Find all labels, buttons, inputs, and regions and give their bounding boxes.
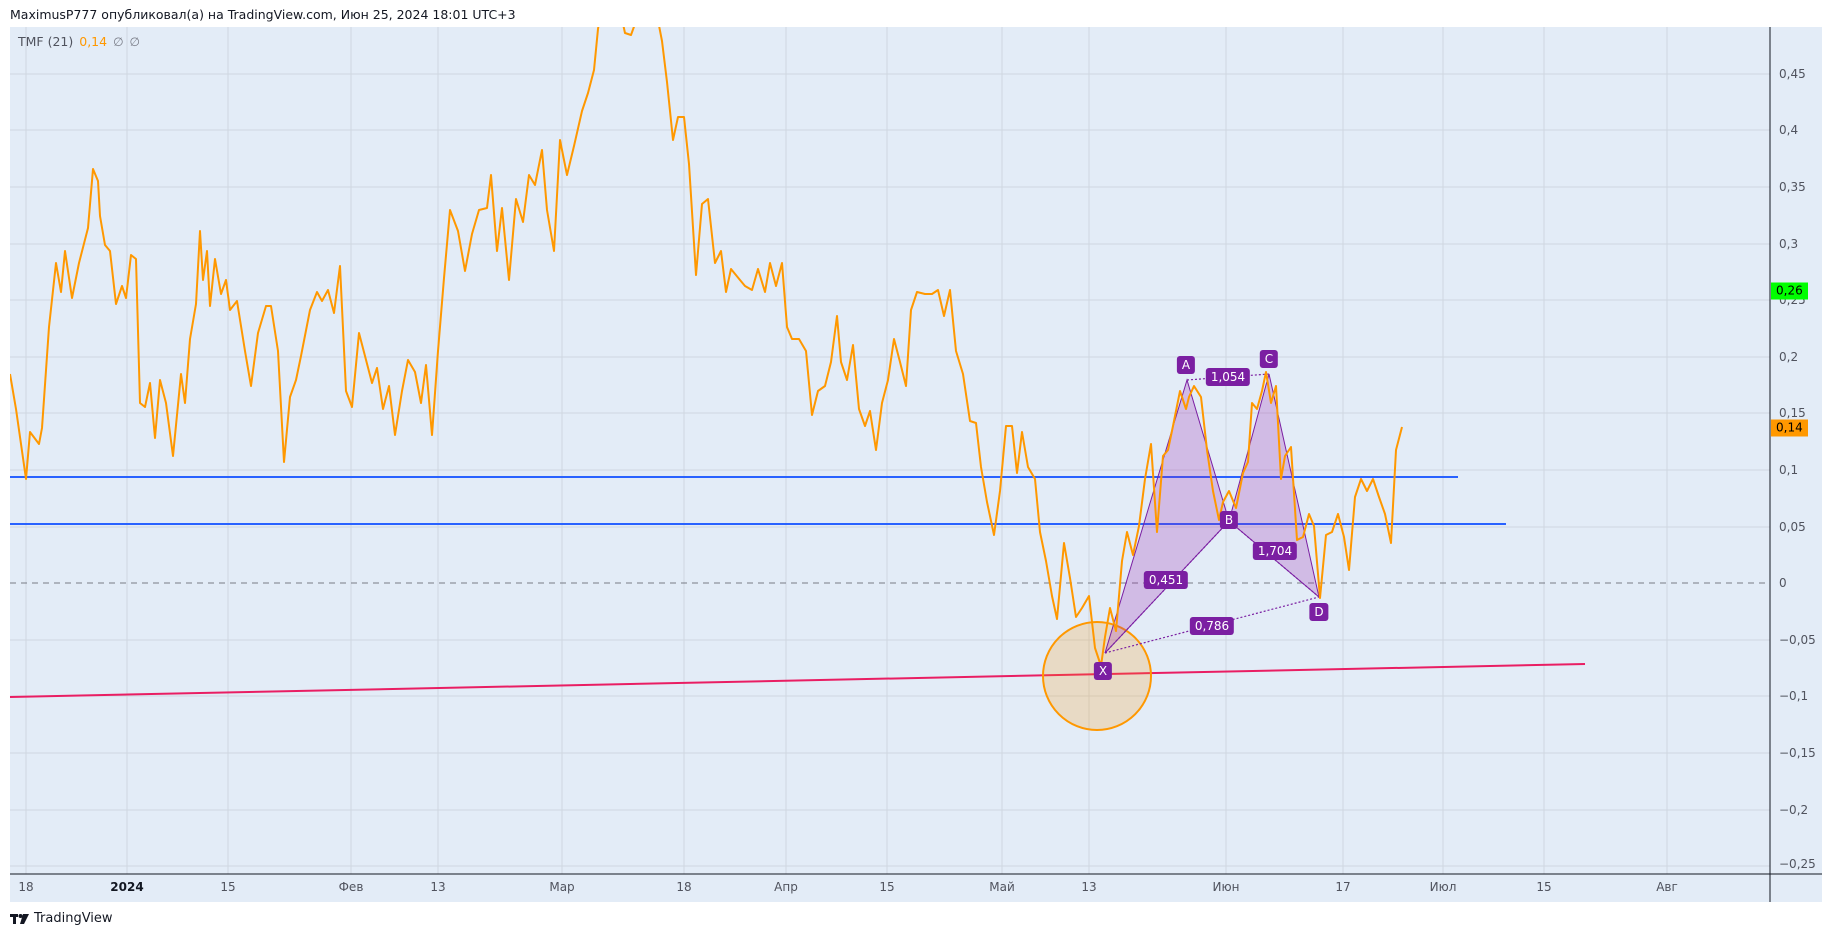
chart-pane[interactable]: [10, 27, 1822, 902]
x-tick: 18: [676, 880, 692, 894]
tmf-line[interactable]: [10, 5, 1403, 667]
y-tick: 0,3: [1779, 237, 1799, 251]
x-tick: Мар: [549, 880, 575, 894]
y-tick: 0,05: [1779, 520, 1806, 534]
publish-info: MaximusP777 опубликовал(а) на TradingVie…: [10, 7, 516, 22]
y-tick: −0,1: [1779, 689, 1809, 703]
pattern-point-x[interactable]: X: [1093, 662, 1113, 680]
pattern-point-b[interactable]: B: [1219, 511, 1239, 529]
v-grid: [25, 27, 1668, 874]
x-tick: 17: [1335, 880, 1351, 894]
x-tick: 13: [430, 880, 446, 894]
price-badge-high: 0,26: [1771, 282, 1808, 300]
x-tick: Авг: [1656, 880, 1678, 894]
pattern-point-d[interactable]: D: [1309, 603, 1329, 621]
y-tick: −0,05: [1779, 633, 1816, 647]
y-tick: −0,25: [1779, 857, 1816, 871]
empty-set-icon[interactable]: ∅: [129, 34, 140, 49]
x-tick: 18: [18, 880, 34, 894]
indicator-value: 0,14: [79, 34, 108, 49]
y-tick: 0: [1779, 576, 1787, 590]
y-tick: 0,45: [1779, 67, 1806, 81]
tradingview-logo[interactable]: TradingView: [10, 911, 113, 926]
y-tick: 0,2: [1779, 350, 1799, 364]
pattern-point-c[interactable]: C: [1259, 350, 1279, 368]
y-tick: 0,35: [1779, 180, 1806, 194]
harmonic-pattern[interactable]: [1104, 373, 1320, 654]
x-tick: 15: [879, 880, 895, 894]
ratio-xb: 0,451: [1143, 571, 1189, 589]
x-tick: 13: [1081, 880, 1097, 894]
y-tick: 0,15: [1779, 406, 1806, 420]
y-tick: −0,2: [1779, 803, 1809, 817]
x-tick: Май: [989, 880, 1015, 894]
x-tick: 15: [220, 880, 236, 894]
y-tick: 0,1: [1779, 463, 1799, 477]
pattern-point-a[interactable]: A: [1176, 356, 1196, 374]
y-tick: −0,15: [1779, 746, 1816, 760]
h-grid: [10, 73, 1770, 867]
x-tick: 2024: [110, 880, 144, 894]
y-tick: 0,4: [1779, 123, 1799, 137]
x-tick: Фев: [338, 880, 364, 894]
empty-set-icon[interactable]: ∅: [113, 34, 124, 49]
x-tick: Июл: [1429, 880, 1457, 894]
ratio-xd: 0,786: [1189, 617, 1235, 635]
ratio-ac: 1,054: [1205, 368, 1251, 386]
brand-name: TradingView: [34, 911, 113, 926]
indicator-legend[interactable]: TMF (21) 0,14 ∅ ∅: [18, 34, 140, 49]
price-badge-last: 0,14: [1771, 419, 1808, 437]
trend-line[interactable]: [9, 663, 1586, 698]
ratio-bd: 1,704: [1252, 542, 1298, 560]
indicator-name: TMF (21): [18, 34, 74, 49]
x-tick: 15: [1536, 880, 1552, 894]
tradingview-logo-icon: [10, 913, 29, 924]
x-tick: Апр: [774, 880, 798, 894]
x-tick: Июн: [1212, 880, 1240, 894]
